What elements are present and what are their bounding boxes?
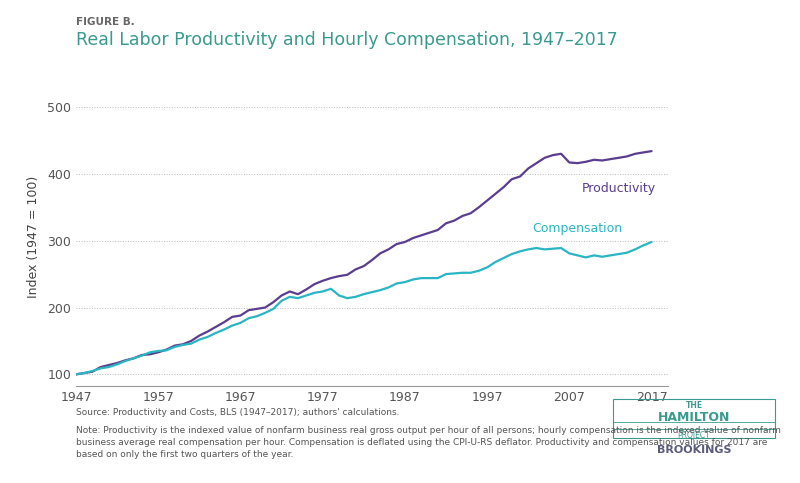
Text: Source: Productivity and Costs, BLS (1947–2017); authors' calculations.: Source: Productivity and Costs, BLS (194… [76,408,399,417]
Text: PROJECT: PROJECT [678,431,710,440]
Text: BROOKINGS: BROOKINGS [657,445,731,455]
Text: FIGURE B.: FIGURE B. [76,17,134,27]
Y-axis label: Index (1947 = 100): Index (1947 = 100) [27,175,40,298]
Text: HAMILTON: HAMILTON [658,411,730,424]
Text: Compensation: Compensation [532,222,622,235]
Text: THE: THE [686,401,702,411]
Text: Productivity: Productivity [582,182,656,195]
Text: Real Labor Productivity and Hourly Compensation, 1947–2017: Real Labor Productivity and Hourly Compe… [76,31,618,49]
Text: Note: Productivity is the indexed value of nonfarm business real gross output pe: Note: Productivity is the indexed value … [76,426,781,458]
